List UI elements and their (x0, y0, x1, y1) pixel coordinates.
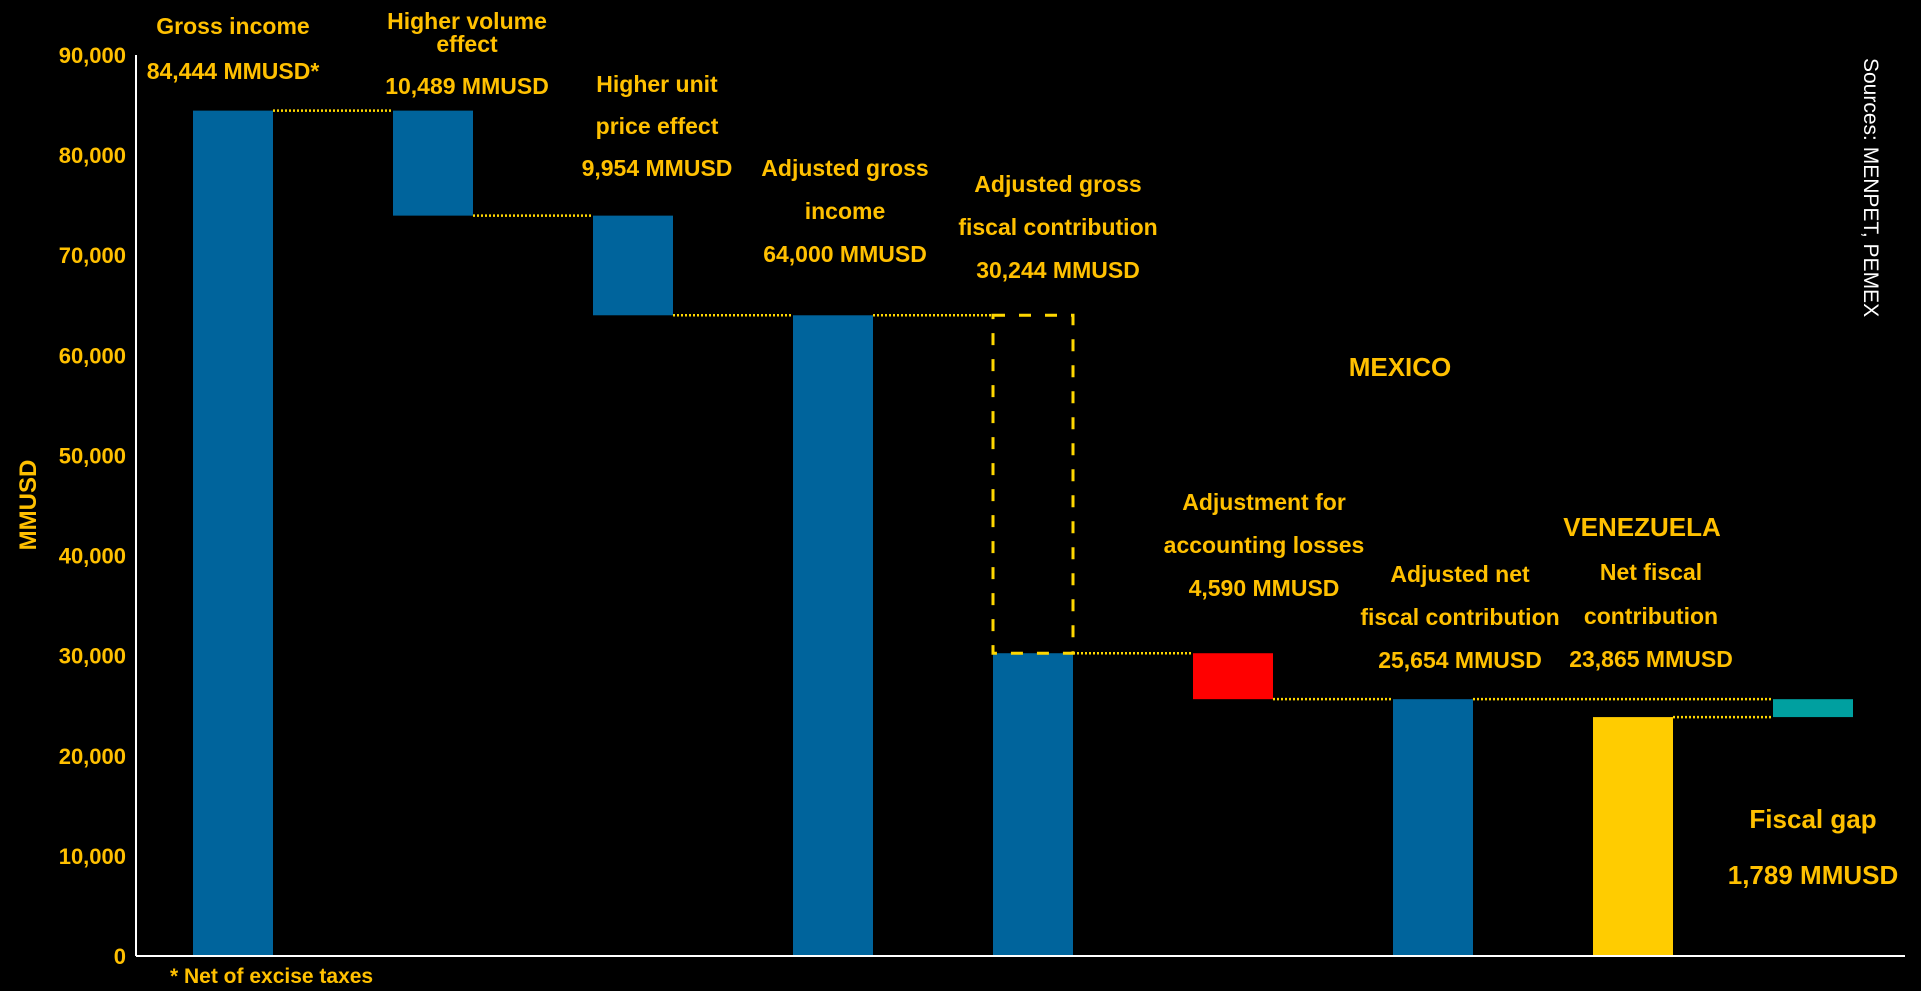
adjusted-gross-income-label-line: 64,000 MMUSD (763, 241, 927, 267)
y-tick-label: 80,000 (59, 143, 126, 168)
bar-labels: Gross income 84,444 MMUSD* Higher volumeef… (147, 8, 1899, 890)
y-tick-label: 0 (114, 944, 126, 969)
axes (135, 55, 1905, 957)
higher-volume-effect-label-line: Higher volume (387, 8, 547, 34)
venezuela-net-fiscal-contribution-label-line: Net fiscal (1600, 559, 1702, 585)
adjusted-net-fiscal-contribution-label-line: Adjusted net (1390, 561, 1530, 587)
gross-income-label-line: Gross income (156, 13, 309, 39)
gross-income-label-line: 84,444 MMUSD* (147, 58, 320, 84)
footnote: * Net of excise taxes (170, 965, 373, 988)
adjusted-gross-income-label-line: Adjusted gross (761, 155, 928, 181)
y-tick-label: 70,000 (59, 243, 126, 268)
higher-unit-price-effect-label-line: Higher unit (596, 71, 718, 97)
y-tick-label: 10,000 (59, 844, 126, 869)
adjusted-gross-income-bar (793, 315, 873, 956)
bars (193, 110, 1853, 957)
venezuela-net-fiscal-contribution-bar (1593, 717, 1673, 956)
adjusted-net-fiscal-contribution-label-line: 25,654 MMUSD (1378, 647, 1542, 673)
y-tick-label: 60,000 (59, 343, 126, 368)
higher-unit-price-effect-label-line: 9,954 MMUSD (582, 155, 733, 181)
mexico-label: MEXICO (1349, 352, 1452, 382)
adjusted-net-fiscal-contribution-bar (1393, 699, 1473, 956)
y-tick-label: 20,000 (59, 744, 126, 769)
higher-volume-effect-bar (393, 110, 473, 216)
venezuela-label: VENEZUELA (1563, 512, 1721, 542)
adjusted-net-fiscal-contribution-label-line: fiscal contribution (1360, 604, 1559, 630)
higher-unit-price-effect-bar (593, 215, 673, 316)
fiscal-gap-bar (1773, 699, 1853, 718)
y-tick-label: 40,000 (59, 544, 126, 569)
y-tick-label: 50,000 (59, 443, 126, 468)
adjustment-accounting-losses-bar (1193, 653, 1273, 700)
y-tick-labels: 0 10,000 20,000 30,000 40,000 50,000 60,000 70,… (59, 43, 126, 969)
higher-volume-effect-label-line: effect (436, 31, 498, 57)
adjusted-gross-fiscal-contribution-bar (993, 653, 1073, 956)
venezuela-net-fiscal-contribution-label-line: 23,865 MMUSD (1569, 646, 1733, 672)
y-tick-label: 30,000 (59, 644, 126, 669)
adjusted-gross-fiscal-contribution-outline (991, 313, 1075, 655)
adjusted-gross-income-label-line: income (805, 198, 886, 224)
adjusted-gross-fiscal-contribution-label-line: Adjusted gross (974, 171, 1141, 197)
venezuela-net-fiscal-contribution-label-line: contribution (1584, 603, 1718, 629)
y-axis-title: MMUSD (15, 460, 42, 551)
adjusted-gross-fiscal-contribution-label-line: 30,244 MMUSD (976, 257, 1140, 283)
gross-income-bar (193, 110, 273, 957)
adjustment-accounting-losses-label-line: accounting losses (1164, 532, 1365, 558)
fiscal-gap-label-line: Fiscal gap (1749, 804, 1876, 834)
sources-note: Sources: MENPET, PEMEX (1859, 58, 1882, 317)
higher-unit-price-effect-label-line: price effect (596, 113, 719, 139)
adjusted-gross-fiscal-contribution-label-line: fiscal contribution (958, 214, 1157, 240)
adjustment-accounting-losses-label-line: Adjustment for (1182, 489, 1346, 515)
fiscal-gap-label-line: 1,789 MMUSD (1728, 860, 1899, 890)
adjustment-accounting-losses-label-line: 4,590 MMUSD (1189, 575, 1340, 601)
higher-volume-effect-label-line: 10,489 MMUSD (385, 73, 549, 99)
y-tick-label: 90,000 (59, 43, 126, 68)
connector-lines (273, 109, 1773, 719)
